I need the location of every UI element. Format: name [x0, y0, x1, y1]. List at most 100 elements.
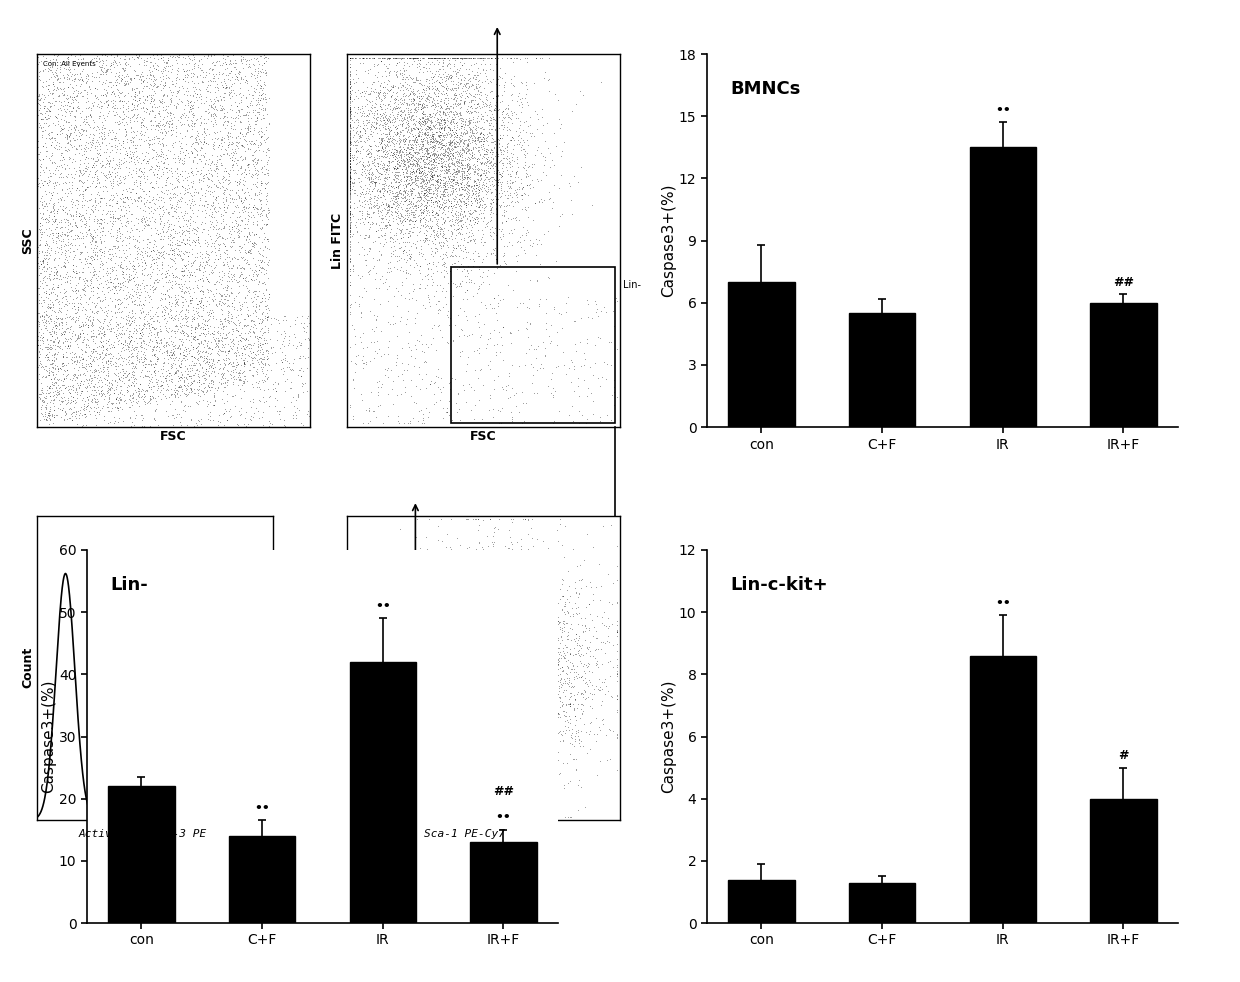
Point [575, 684, 595, 700]
Point [120, 409, 140, 425]
Point [392, 71, 412, 86]
Point [184, 330, 203, 346]
Point [370, 121, 389, 136]
Point [523, 156, 543, 172]
Point [190, 192, 210, 208]
Point [174, 210, 193, 226]
Point [429, 721, 449, 736]
Point [497, 100, 517, 116]
Point [40, 380, 60, 396]
Point [417, 199, 436, 215]
Point [486, 183, 506, 198]
Point [449, 253, 469, 269]
Point [237, 126, 257, 141]
Point [133, 321, 153, 337]
Point [47, 219, 67, 235]
Point [139, 80, 159, 95]
Point [587, 656, 606, 672]
Point [510, 687, 529, 703]
Point [109, 291, 129, 306]
Point [46, 62, 66, 78]
Point [435, 188, 455, 203]
Point [161, 360, 181, 376]
Point [498, 671, 518, 686]
Point [413, 110, 433, 126]
Point [441, 572, 461, 587]
Point [417, 591, 436, 607]
Point [386, 57, 405, 73]
Point [507, 193, 527, 209]
Point [408, 184, 428, 199]
Point [427, 712, 446, 728]
Point [391, 240, 410, 255]
Point [299, 403, 319, 418]
Point [542, 647, 562, 663]
Point [476, 89, 496, 105]
Point [99, 103, 119, 119]
Point [505, 663, 525, 679]
Point [497, 718, 517, 734]
Point [376, 218, 396, 234]
Point [423, 126, 443, 141]
Point [140, 390, 160, 406]
Point [179, 328, 198, 344]
Point [451, 547, 471, 563]
Point [50, 127, 69, 142]
Point [175, 67, 195, 82]
Point [370, 607, 389, 623]
Point [153, 257, 172, 273]
Point [340, 50, 360, 66]
Point [474, 129, 494, 144]
Point [401, 169, 420, 185]
Point [573, 624, 593, 639]
Point [587, 630, 606, 646]
Point [383, 132, 403, 147]
Point [73, 383, 93, 399]
Point [145, 356, 165, 372]
Point [154, 94, 174, 110]
Point [252, 57, 272, 73]
Point [148, 329, 167, 345]
Point [464, 641, 484, 657]
Point [463, 132, 482, 147]
Point [129, 240, 149, 255]
Point [422, 121, 441, 136]
Point [224, 191, 244, 206]
Point [150, 124, 170, 139]
Point [35, 244, 55, 259]
Point [366, 192, 386, 208]
Point [247, 110, 267, 126]
Point [175, 305, 195, 321]
Y-axis label: C-kit APC: C-kit APC [335, 645, 345, 690]
Point [489, 721, 508, 736]
Point [386, 191, 405, 206]
Point [159, 348, 179, 363]
Point [73, 166, 93, 182]
Point [472, 108, 492, 124]
Point [536, 588, 556, 604]
Point [469, 85, 489, 101]
Point [469, 194, 489, 210]
Point [93, 157, 113, 173]
Point [93, 107, 113, 123]
Point [223, 332, 243, 348]
Point [368, 613, 388, 628]
Point [196, 135, 216, 150]
Point [547, 649, 567, 665]
Point [68, 329, 88, 345]
Point [174, 347, 193, 362]
Point [91, 140, 110, 156]
Point [454, 327, 474, 343]
Point [446, 703, 466, 719]
Point [538, 698, 558, 714]
Point [588, 727, 608, 742]
Point [475, 104, 495, 120]
Point [133, 382, 153, 398]
Point [223, 47, 243, 63]
Point [353, 121, 373, 136]
Point [259, 242, 279, 257]
Point [481, 695, 501, 711]
Point [99, 332, 119, 348]
Point [140, 373, 160, 389]
Point [387, 299, 407, 314]
